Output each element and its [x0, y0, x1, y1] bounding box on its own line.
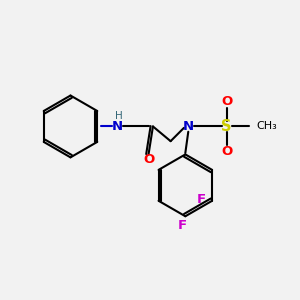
Text: N: N — [112, 120, 123, 133]
Text: F: F — [178, 219, 187, 232]
Text: O: O — [221, 95, 232, 108]
Text: F: F — [196, 193, 206, 206]
Text: O: O — [143, 153, 154, 166]
Text: S: S — [221, 119, 232, 134]
Text: H: H — [115, 111, 122, 121]
Text: O: O — [221, 145, 232, 158]
Text: N: N — [183, 120, 194, 133]
Text: CH₃: CH₃ — [256, 122, 277, 131]
